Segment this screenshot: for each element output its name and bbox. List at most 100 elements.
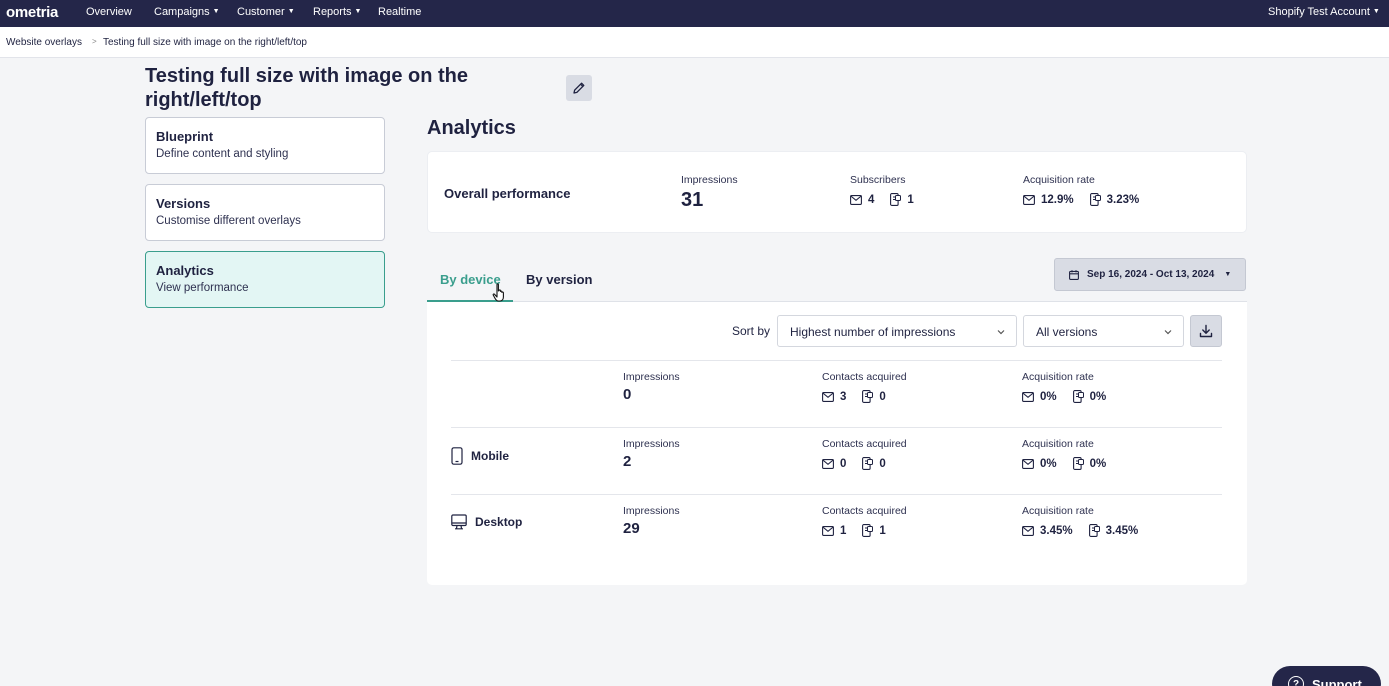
hand-cursor-icon <box>492 283 508 308</box>
email-icon <box>1023 194 1035 205</box>
contacts-email: 1 <box>840 524 847 537</box>
contacts-sms: 0 <box>879 390 886 403</box>
sms-icon <box>890 193 902 206</box>
sms-icon <box>862 524 874 537</box>
row-impressions-label: Impressions <box>623 505 680 517</box>
row-impressions-label: Impressions <box>623 438 680 450</box>
nav-realtime[interactable]: Realtime <box>378 6 421 18</box>
contacts-email: 3 <box>840 390 847 403</box>
nav-realtime-label: Realtime <box>378 6 422 18</box>
breadcrumb-parent-link[interactable]: Website overlays <box>6 37 82 48</box>
contacts-sms: 0 <box>879 457 886 470</box>
pencil-icon <box>573 82 585 94</box>
row-rate-label: Acquisition rate <box>1022 505 1094 517</box>
sidebar-item-title: Analytics <box>156 263 214 278</box>
ometria-logo[interactable]: ometria <box>6 4 59 21</box>
subscribers-values: 4 1 <box>850 193 930 206</box>
row-impressions-value: 0 <box>623 386 632 403</box>
nav-customer[interactable]: Customer ▼ <box>237 6 295 18</box>
row-contacts-label: Contacts acquired <box>822 371 907 383</box>
row-rate-values: 0% 0% <box>1022 457 1122 470</box>
row-rate-values: 0% 0% <box>1022 390 1122 403</box>
mobile-icon <box>451 447 463 465</box>
version-filter-select[interactable]: All versions <box>1023 315 1184 347</box>
sidebar-item-desc: Define content and styling <box>156 148 289 160</box>
device-label: Mobile <box>471 449 509 463</box>
support-button[interactable]: ? Support <box>1272 666 1381 686</box>
sms-icon <box>1088 524 1100 537</box>
subscribers-email: 4 <box>868 193 875 206</box>
active-tab-indicator <box>427 300 513 302</box>
email-icon <box>1022 525 1034 536</box>
nav-campaigns[interactable]: Campaigns ▼ <box>154 6 220 18</box>
row-rate-label: Acquisition rate <box>1022 438 1094 450</box>
tab-by-device[interactable]: By device <box>440 272 501 287</box>
row-divider <box>451 427 1222 428</box>
nav-overview[interactable]: Overview <box>86 6 132 18</box>
tabs-divider <box>427 301 1247 302</box>
device-breakdown-panel: Sort by Highest number of impressions Al… <box>427 302 1247 585</box>
nav-reports[interactable]: Reports ▼ <box>313 6 361 18</box>
row-contacts-values: 3 0 <box>822 390 902 403</box>
calendar-icon <box>1069 269 1079 280</box>
sms-icon <box>1089 193 1101 206</box>
contacts-sms: 1 <box>879 524 886 537</box>
breadcrumb-current: Testing full size with image on the righ… <box>103 37 307 48</box>
email-icon <box>850 194 862 205</box>
sort-by-value: Highest number of impressions <box>790 325 956 339</box>
subscribers-sms: 1 <box>907 193 914 206</box>
nav-reports-label: Reports <box>313 6 352 18</box>
sidebar-item-versions[interactable]: Versions Customise different overlays <box>145 184 385 241</box>
download-button[interactable] <box>1190 315 1222 347</box>
row-contacts-values: 0 0 <box>822 457 902 470</box>
date-range-button[interactable]: Sep 16, 2024 - Oct 13, 2024 ▼ <box>1054 258 1246 291</box>
sort-by-label: Sort by <box>732 324 771 338</box>
chevron-down-icon <box>996 326 1006 340</box>
sidebar-item-desc: Customise different overlays <box>156 215 301 227</box>
sidebar-item-desc: View performance <box>156 282 249 294</box>
device-desktop: Desktop <box>451 514 522 530</box>
sidebar-item-analytics[interactable]: Analytics View performance <box>145 251 385 308</box>
rate-email: 3.45% <box>1040 524 1073 537</box>
sms-icon <box>1072 457 1084 470</box>
acquisition-rate-label: Acquisition rate <box>1023 174 1095 186</box>
row-contacts-label: Contacts acquired <box>822 438 907 450</box>
device-label: Desktop <box>475 515 523 529</box>
rate-sms: 3.23% <box>1106 193 1140 206</box>
row-rate-values: 3.45% 3.45% <box>1022 524 1154 537</box>
row-divider <box>451 360 1222 361</box>
contacts-email: 0 <box>840 457 847 470</box>
acquisition-rate-values: 12.9% 3.23% <box>1023 193 1155 206</box>
support-label: Support <box>1312 676 1362 686</box>
account-menu[interactable]: Shopify Test Account ▼ <box>1268 6 1380 18</box>
edit-title-button[interactable] <box>566 75 592 101</box>
sms-icon <box>1072 390 1084 403</box>
page-title: Testing full size with image on the righ… <box>145 65 468 111</box>
caret-down-icon: ▼ <box>212 8 220 15</box>
impressions-label: Impressions <box>681 174 738 186</box>
device-mobile: Mobile <box>451 447 509 465</box>
tab-by-version[interactable]: By version <box>526 272 593 287</box>
chevron-down-icon <box>1163 326 1173 340</box>
nav-customer-label: Customer <box>237 6 285 18</box>
top-nav-bar: ometria Overview Campaigns ▼ Customer ▼ Re… <box>0 0 1389 27</box>
date-range-label: Sep 16, 2024 - Oct 13, 2024 <box>1087 269 1215 280</box>
row-contacts-values: 1 1 <box>822 524 902 537</box>
download-icon <box>1199 324 1213 338</box>
rate-email: 0% <box>1040 390 1057 403</box>
caret-down-icon: ▼ <box>1224 271 1232 278</box>
analytics-title: Analytics <box>427 117 516 139</box>
nav-overview-label: Overview <box>86 6 132 18</box>
account-name: Shopify Test Account <box>1268 6 1370 18</box>
rate-email: 0% <box>1040 457 1057 470</box>
row-impressions-value: 2 <box>623 453 632 470</box>
row-rate-label: Acquisition rate <box>1022 371 1094 383</box>
help-icon: ? <box>1288 676 1304 686</box>
desktop-icon <box>451 514 467 530</box>
caret-down-icon: ▼ <box>354 8 362 15</box>
row-impressions-value: 29 <box>623 520 640 537</box>
sort-by-select[interactable]: Highest number of impressions <box>777 315 1017 347</box>
sidebar-item-blueprint[interactable]: Blueprint Define content and styling <box>145 117 385 174</box>
subscribers-label: Subscribers <box>850 174 906 186</box>
sms-icon <box>862 390 874 403</box>
